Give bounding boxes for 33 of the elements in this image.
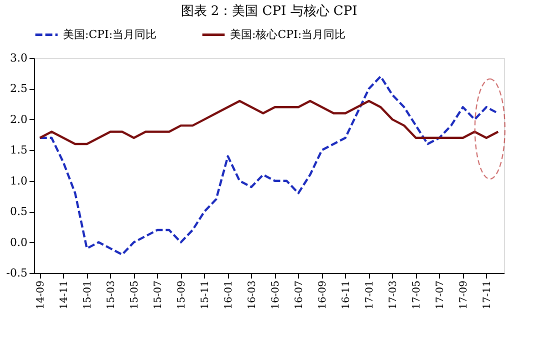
x-tick-label: 15-07 bbox=[152, 280, 164, 310]
y-tick-label: 3.0 bbox=[10, 52, 28, 64]
x-tick-label: 17-03 bbox=[388, 280, 399, 310]
x-tick-label: 14-09 bbox=[35, 280, 46, 310]
x-tick-label: 17-11 bbox=[482, 280, 493, 310]
y-tick-label: -0.5 bbox=[6, 266, 28, 280]
x-tick-label: 17-07 bbox=[434, 280, 446, 310]
x-tick-label: 17-01 bbox=[364, 280, 376, 310]
x-tick-label: 15-09 bbox=[176, 280, 188, 310]
x-tick-label: 16-11 bbox=[340, 280, 352, 310]
y-tick-label: 2.0 bbox=[10, 112, 28, 126]
x-tick-label: 15-05 bbox=[129, 280, 140, 310]
x-tick-label: 17-09 bbox=[458, 280, 470, 310]
y-tick-label: 0.0 bbox=[10, 236, 28, 249]
x-tick-label: 16-01 bbox=[223, 280, 234, 310]
x-tick-label: 17-05 bbox=[411, 280, 422, 310]
x-tick-label: 15-01 bbox=[82, 280, 94, 310]
x-tick-label: 16-09 bbox=[317, 280, 328, 310]
legend-label: 美国:核心CPI:当月同比 bbox=[230, 28, 346, 41]
x-tick-label: 16-03 bbox=[246, 280, 258, 310]
x-tick-label: 16-05 bbox=[270, 280, 282, 310]
x-tick-label: 14-11 bbox=[58, 280, 70, 310]
x-tick-label: 15-03 bbox=[106, 280, 117, 310]
y-tick-label: 1.0 bbox=[10, 174, 28, 188]
x-tick-label: 15-11 bbox=[200, 280, 211, 310]
y-tick-label: 1.5 bbox=[10, 144, 28, 157]
y-tick-label: 0.5 bbox=[10, 205, 28, 218]
x-tick-label: 16-07 bbox=[294, 280, 305, 310]
y-tick-label: 2.5 bbox=[10, 82, 28, 96]
line-series bbox=[38, 75, 500, 256]
chart-title: 图表 2：美国 CPI 与核心 CPI bbox=[180, 3, 358, 19]
line-series bbox=[38, 100, 500, 146]
legend-label: 美国:CPI:当月同比 bbox=[63, 28, 157, 41]
